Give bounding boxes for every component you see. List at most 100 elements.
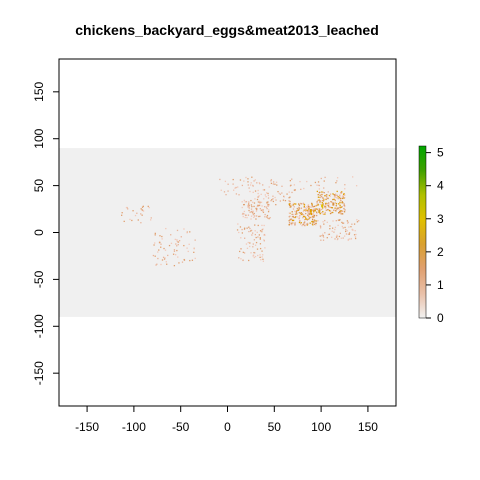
data-point	[267, 217, 269, 219]
data-point	[309, 206, 311, 208]
data-point	[253, 216, 255, 219]
data-point	[264, 213, 266, 216]
data-point	[249, 227, 251, 230]
data-point	[261, 250, 263, 252]
data-point	[282, 199, 285, 201]
data-point	[220, 189, 222, 191]
data-point	[260, 209, 263, 211]
data-point	[302, 223, 304, 226]
data-point	[334, 228, 336, 231]
data-point	[183, 258, 185, 261]
data-point	[307, 214, 309, 217]
data-point	[313, 214, 316, 217]
raster-background	[59, 148, 396, 317]
data-point	[344, 188, 346, 190]
data-point	[338, 203, 340, 205]
data-point	[276, 184, 278, 186]
data-point	[348, 233, 350, 235]
data-point	[338, 219, 341, 221]
data-point	[249, 184, 252, 186]
data-point	[305, 210, 307, 212]
data-point	[250, 229, 253, 232]
data-point	[324, 206, 326, 208]
data-point	[337, 196, 339, 198]
data-point	[259, 243, 262, 245]
data-point	[288, 200, 290, 202]
data-point	[258, 200, 260, 202]
data-point	[310, 212, 312, 214]
data-point	[317, 204, 319, 206]
data-point	[304, 221, 306, 223]
map-title: chickens_backyard_eggs&meat2013_leached	[75, 22, 379, 38]
data-point	[288, 203, 291, 205]
legend-tick-label: 0	[437, 311, 444, 325]
data-point	[322, 197, 324, 199]
data-point	[275, 203, 277, 206]
data-point	[256, 231, 258, 233]
data-point	[332, 193, 334, 195]
data-point	[309, 216, 312, 219]
data-point	[347, 239, 349, 241]
data-point	[319, 191, 321, 193]
data-point	[354, 237, 357, 240]
legend-ticks: 0 1 2 3 4 5	[426, 146, 444, 325]
data-point	[307, 209, 309, 211]
data-point	[227, 183, 229, 185]
data-point	[172, 253, 175, 255]
data-point	[317, 194, 319, 196]
data-point	[288, 222, 291, 224]
data-point	[252, 185, 254, 187]
data-point	[322, 236, 325, 239]
data-point	[347, 222, 349, 225]
data-point	[336, 235, 338, 237]
data-point	[294, 210, 296, 212]
data-point	[257, 205, 259, 207]
data-point	[240, 248, 242, 250]
data-point	[323, 198, 325, 200]
data-point	[148, 206, 150, 209]
data-point	[330, 206, 333, 209]
data-point	[152, 254, 155, 257]
data-point	[295, 211, 298, 214]
data-point	[319, 226, 322, 228]
data-point	[140, 208, 142, 210]
data-point	[322, 199, 324, 202]
data-point	[289, 215, 291, 217]
data-point	[165, 227, 167, 230]
data-point	[300, 222, 302, 224]
data-point	[310, 184, 312, 187]
data-point	[170, 234, 172, 236]
data-point	[170, 242, 173, 244]
data-point	[322, 233, 324, 235]
data-point	[304, 209, 306, 211]
data-point	[150, 219, 152, 221]
data-point	[325, 198, 328, 200]
data-point	[324, 211, 326, 214]
data-point	[333, 198, 335, 200]
data-point	[318, 188, 321, 190]
data-point	[292, 204, 294, 206]
data-point	[262, 228, 264, 230]
data-point	[336, 180, 338, 182]
data-point	[183, 228, 185, 230]
data-point	[223, 191, 226, 193]
data-point	[239, 226, 242, 228]
data-point	[243, 227, 246, 229]
data-point	[299, 223, 302, 225]
data-point	[303, 187, 305, 190]
data-point	[163, 247, 165, 250]
data-point	[289, 204, 291, 207]
data-point	[243, 180, 245, 182]
data-point	[302, 202, 305, 204]
data-point	[248, 207, 250, 209]
data-point	[307, 206, 309, 209]
data-point	[337, 224, 339, 227]
data-point	[249, 242, 251, 244]
data-point	[324, 195, 326, 197]
data-point	[140, 222, 142, 224]
data-point	[272, 200, 275, 203]
data-point	[256, 182, 258, 184]
data-point	[341, 225, 344, 228]
data-point	[245, 201, 248, 203]
data-point	[194, 257, 196, 260]
